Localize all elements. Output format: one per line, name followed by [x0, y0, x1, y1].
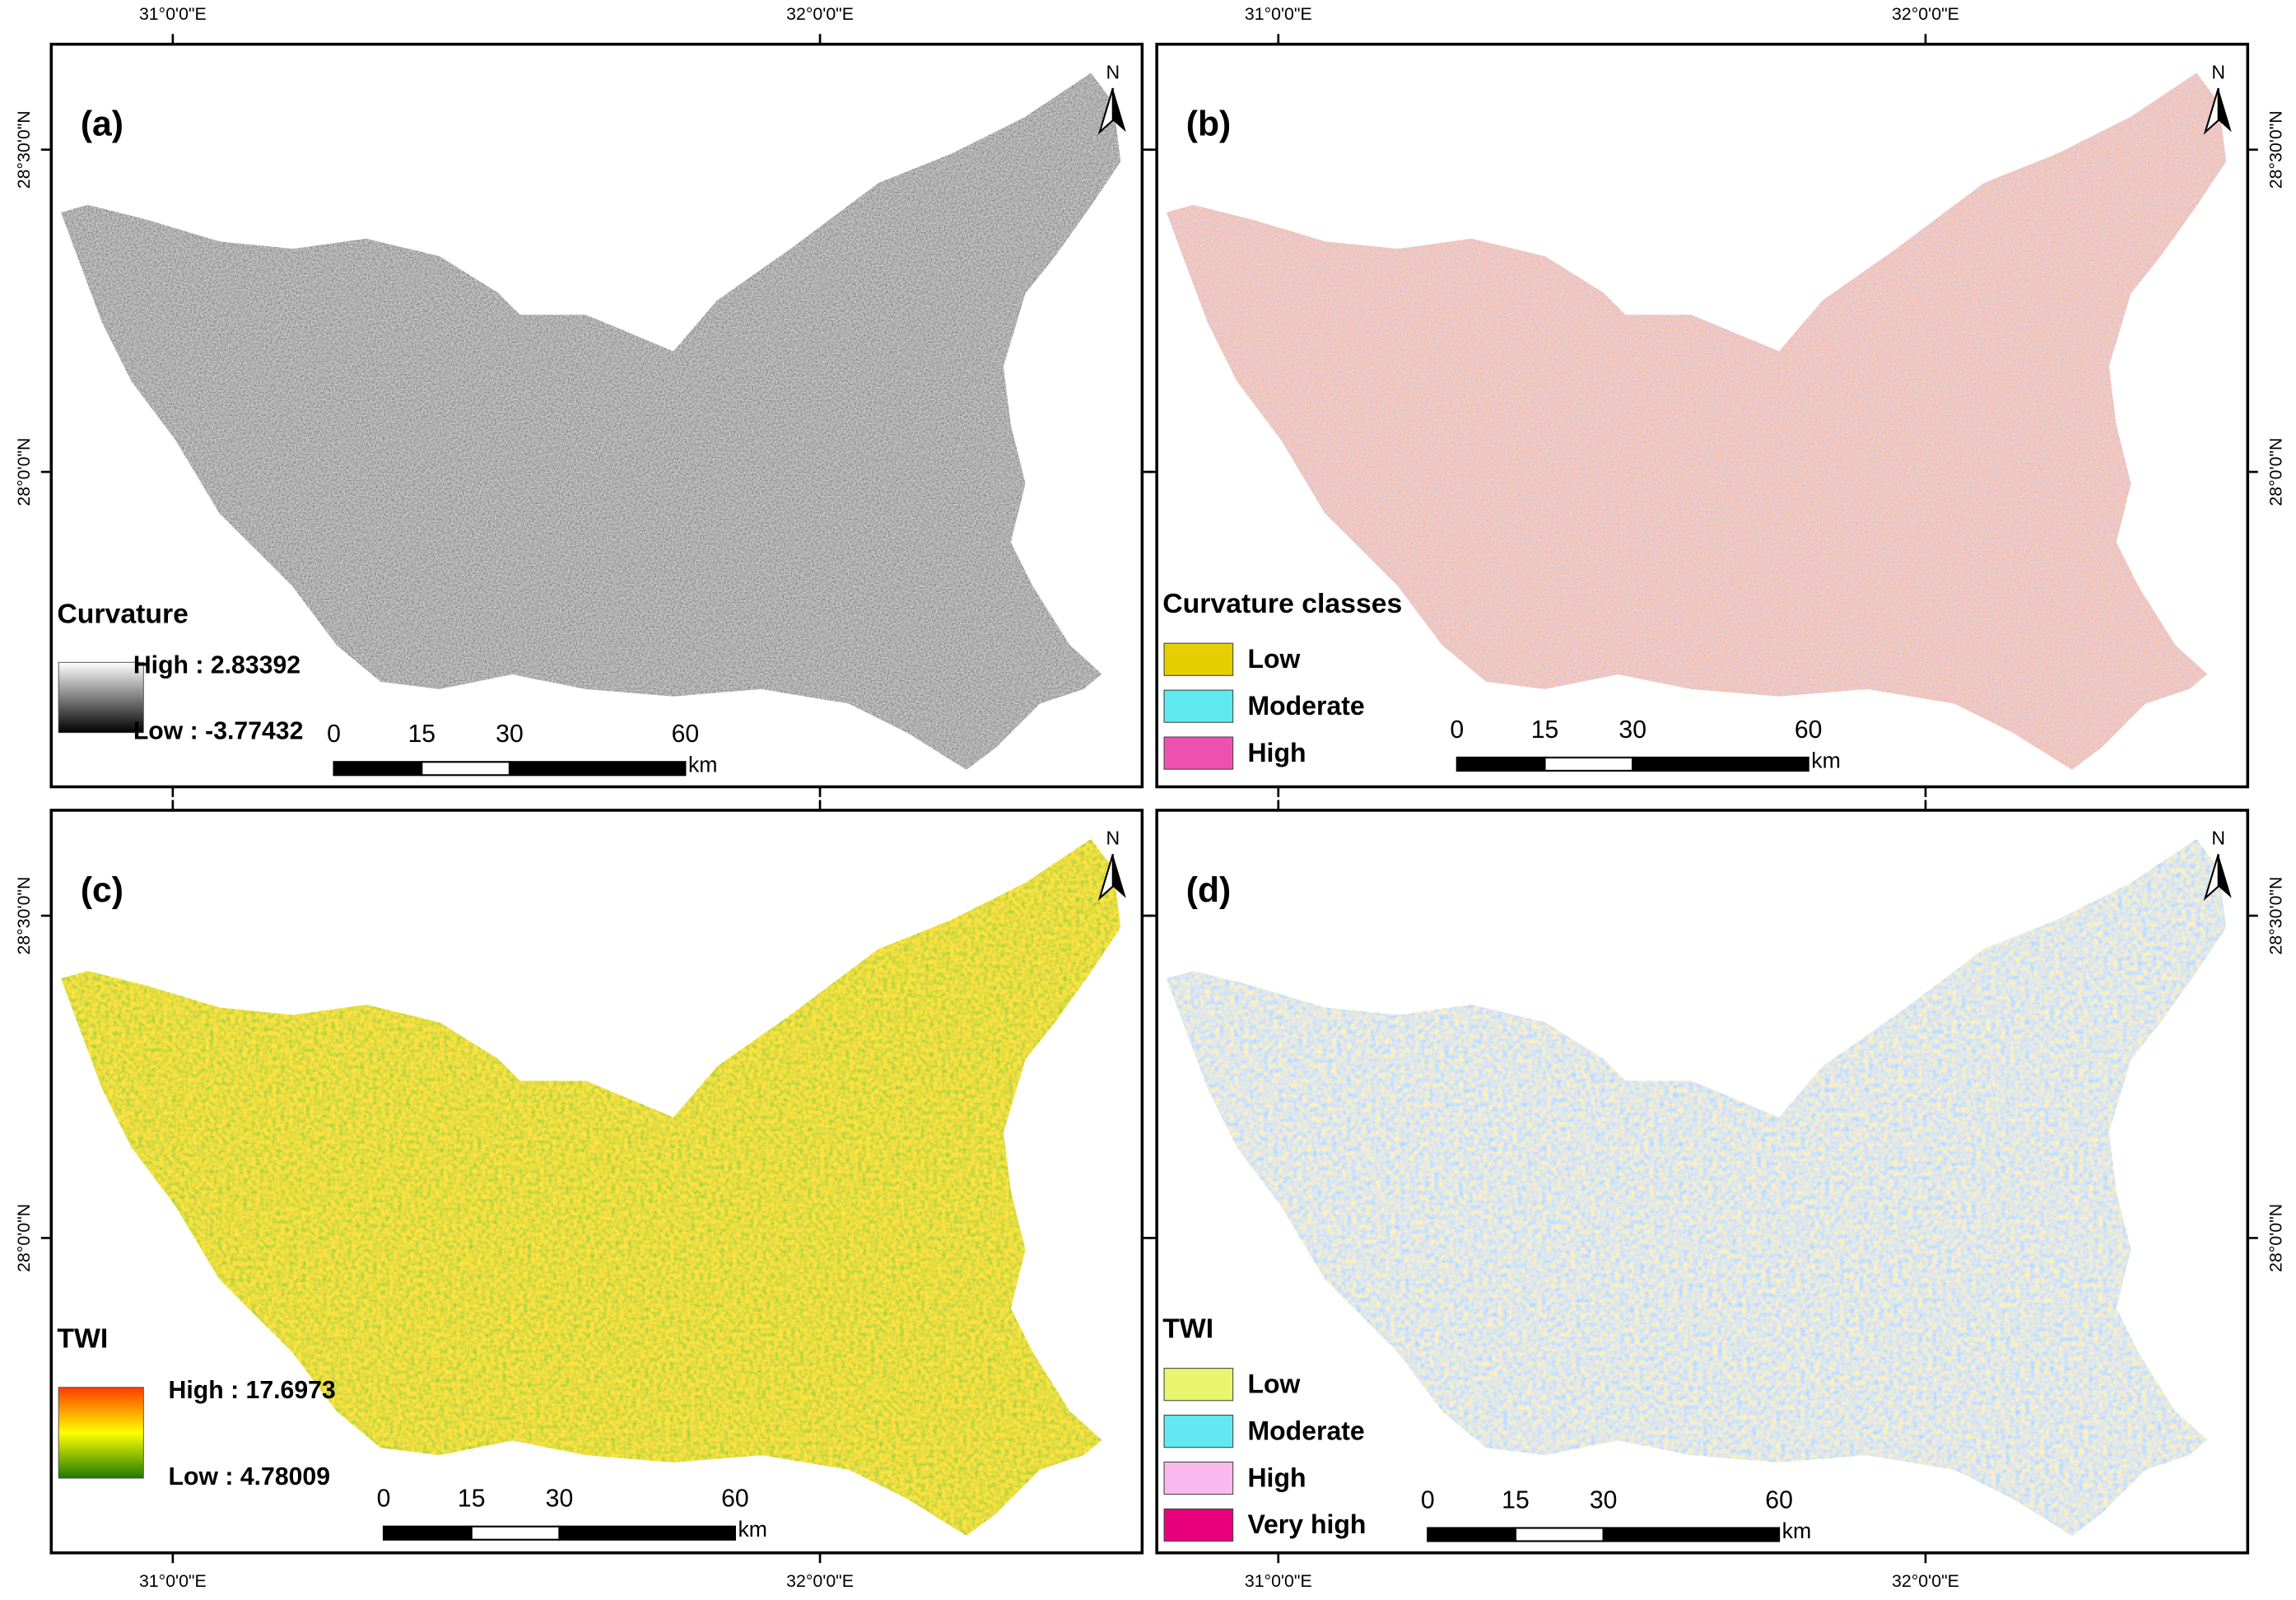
scale-segment	[1544, 756, 1634, 772]
scale-label: 15	[1502, 1486, 1530, 1514]
north-arrow: N	[2203, 828, 2232, 901]
legend-swatch	[1163, 1415, 1234, 1448]
longitude-label: 31°0'0"E	[139, 1571, 207, 1591]
legend-high: High : 2.83392	[133, 652, 300, 679]
legend-item: High	[1247, 1462, 1306, 1492]
scale-label: 30	[496, 721, 524, 748]
legend-swatch	[1163, 1461, 1234, 1495]
legend-swatch	[1163, 1508, 1234, 1542]
longitude-label: 32°0'0"E	[786, 1571, 854, 1591]
scale-label: 15	[458, 1486, 486, 1513]
longitude-label: 31°0'0"E	[1245, 4, 1312, 24]
scale-segment	[1602, 1527, 1781, 1542]
scale-segment	[470, 1525, 561, 1541]
legend-title: TWI	[57, 1323, 108, 1355]
legend-swatch	[1163, 642, 1234, 676]
north-label: N	[1106, 828, 1120, 849]
legend-item: High	[1247, 738, 1306, 767]
study-area	[1166, 72, 2227, 770]
latitude-label: 28°0'0"N	[14, 438, 34, 506]
scale-label: 60	[1795, 716, 1823, 744]
latitude-label: 28°30'0"N	[2266, 110, 2286, 189]
latitude-label: 28°30'0"N	[14, 110, 34, 189]
scale-label: 60	[1765, 1486, 1793, 1514]
legend-swatch	[1163, 1368, 1234, 1402]
legend-low: Low : 4.78009	[169, 1463, 331, 1490]
legend-ramp	[58, 661, 144, 734]
north-label: N	[1106, 61, 1120, 82]
map-panel: 31°0'0"E 32°0'0"E 28°30'0"N 28°0'0"N (b) N Cur…	[1146, 4, 2286, 797]
scale-unit: km	[1782, 1518, 1812, 1543]
scale-label: 0	[1421, 1486, 1435, 1514]
scale-segment	[508, 761, 687, 777]
legend-title: Curvature	[57, 598, 189, 629]
study-area	[61, 72, 1121, 770]
latitude-label: 28°0'0"N	[2266, 438, 2286, 506]
scale-label: 60	[721, 1486, 749, 1513]
scale-label: 30	[1618, 716, 1646, 744]
north-arrow: N	[2203, 61, 2232, 135]
north-label: N	[2211, 828, 2225, 849]
map-panel: 31°0'0"E 32°0'0"E 28°30'0"N 28°0'0"N (d) N TWI…	[1146, 800, 2286, 1591]
north-arrow-right	[2218, 88, 2232, 133]
study-area	[61, 838, 1121, 1537]
scale-segment	[1455, 756, 1546, 772]
legend-swatch	[1163, 736, 1234, 770]
legend-title: Curvature classes	[1162, 588, 1402, 619]
scale-segment	[333, 761, 423, 777]
north-label: N	[2211, 61, 2225, 82]
map-panel: 31°0'0"E 32°0'0"E 28°30'0"N 28°0'0"N (c) N TWI…	[14, 800, 1153, 1591]
legend-swatch	[1163, 689, 1234, 723]
longitude-label: 32°0'0"E	[1892, 4, 1959, 24]
legend-item: Moderate	[1247, 691, 1364, 721]
scale-segment	[1514, 1527, 1604, 1542]
scale-segment	[1427, 1527, 1517, 1542]
legend-low: Low : -3.77432	[133, 718, 304, 745]
north-arrow-right	[2218, 854, 2232, 898]
legend-high: High : 17.6973	[169, 1377, 336, 1404]
latitude-label: 28°30'0"N	[14, 877, 34, 955]
panel-label: (c)	[81, 870, 123, 910]
latitude-label: 28°30'0"N	[2266, 877, 2286, 955]
scale-label: 15	[408, 721, 435, 748]
legend-item: Moderate	[1247, 1416, 1364, 1445]
scale-segment	[421, 761, 511, 777]
scale-label: 60	[672, 721, 700, 748]
legend-item: Very high	[1247, 1509, 1366, 1539]
scale-unit: km	[1811, 748, 1841, 772]
scale-unit: km	[738, 1517, 767, 1542]
scale-unit: km	[688, 753, 718, 777]
legend-title: TWI	[1162, 1313, 1213, 1344]
latitude-label: 28°0'0"N	[14, 1204, 34, 1272]
legend-item: Low	[1247, 1369, 1300, 1398]
longitude-label: 32°0'0"E	[786, 4, 854, 24]
scale-segment	[558, 1525, 736, 1541]
latitude-label: 28°0'0"N	[2266, 1204, 2286, 1272]
legend-item: Low	[1247, 644, 1300, 674]
legend-ramp	[58, 1387, 144, 1479]
study-area	[1166, 838, 2227, 1537]
scale-segment	[1632, 756, 1809, 772]
scale-label: 30	[546, 1486, 574, 1513]
scale-label: 0	[1450, 716, 1464, 744]
longitude-label: 32°0'0"E	[1892, 1571, 1959, 1591]
scale-label: 0	[327, 721, 341, 748]
scale-label: 15	[1531, 716, 1559, 744]
map-panel: 31°0'0"E 32°0'0"E 28°30'0"N 28°0'0"N (a) N Cur…	[14, 4, 1153, 797]
panel-label: (b)	[1186, 105, 1232, 144]
scale-label: 0	[377, 1486, 391, 1513]
longitude-label: 31°0'0"E	[1245, 1571, 1312, 1591]
panel-label: (a)	[81, 105, 123, 144]
panel-label: (d)	[1186, 870, 1232, 910]
longitude-label: 31°0'0"E	[139, 4, 207, 24]
scale-label: 30	[1590, 1486, 1618, 1514]
scale-segment	[382, 1525, 473, 1541]
